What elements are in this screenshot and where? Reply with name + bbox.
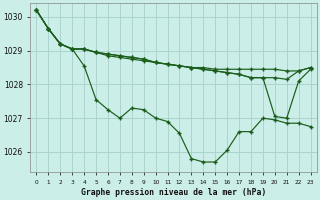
X-axis label: Graphe pression niveau de la mer (hPa): Graphe pression niveau de la mer (hPa): [81, 188, 266, 197]
